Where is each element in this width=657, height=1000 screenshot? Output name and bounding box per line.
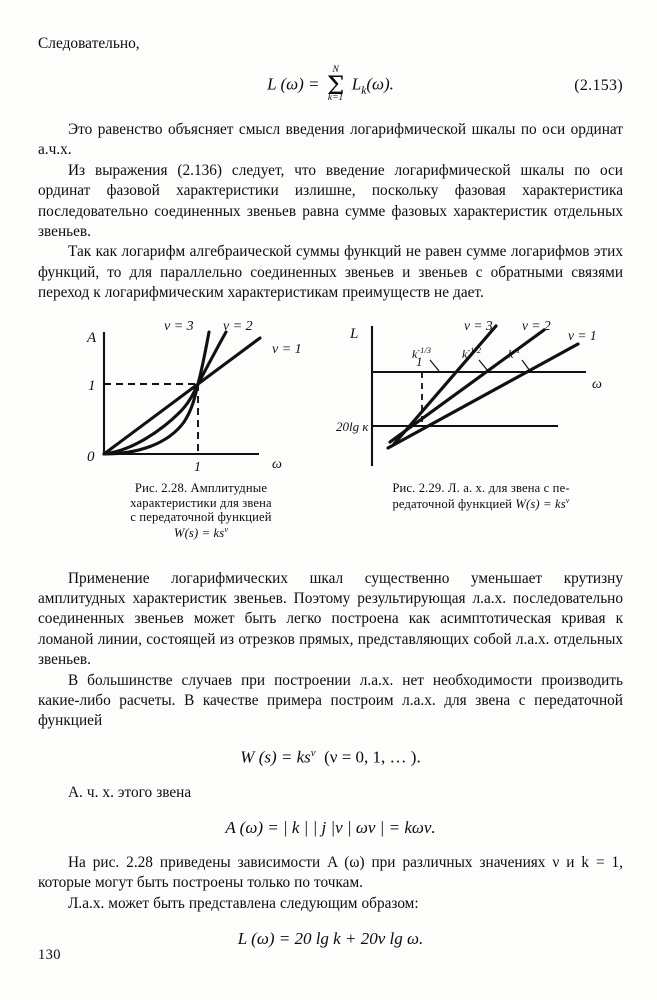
paragraph-6: А. ч. х. этого звена	[68, 783, 192, 801]
page-content: Следовательно, L (ω) = N Σ k=1 Lk(ω). (2…	[38, 34, 623, 949]
fig229-label-nu-3: ν = 3	[464, 318, 493, 333]
fig229-caption-line-2-text: редаточной функцией	[392, 496, 516, 511]
equation-rhs-tail: (ω).	[366, 75, 394, 95]
equation-rhs-base: L	[351, 75, 362, 95]
fig229-pointer-k-1-2	[478, 359, 489, 372]
fig229-label-nu-1: ν = 1	[568, 328, 597, 343]
fig228-curve-nu-2	[102, 330, 228, 456]
fig229-line-nu-1	[386, 342, 580, 450]
equation-amplitude-row: A (ω) = | k | | j |ν | ων | = kων.	[38, 818, 623, 838]
figure-2-29: L ω 20lg к 1 ν = 3 ν = 2 ν = 1 k-1/3 k-1…	[336, 318, 626, 512]
fig228-y-axis-label: A	[86, 330, 97, 346]
fig228-caption-line-1: Рис. 2.28. Амплитудные	[134, 480, 268, 495]
paragraph-7: На рис. 2.28 приведены зависимости A (ω)…	[38, 853, 623, 892]
fig228-x-tick-label: 1	[194, 460, 201, 475]
fig229-line-nu-2	[388, 328, 546, 444]
fig228-x-axis-label: ω	[272, 457, 282, 472]
fig229-caption-line-2: редаточной функцией W(s) = ksν	[336, 496, 626, 512]
equation-rhs-subscript: k	[361, 84, 367, 98]
fig229-caption-line-1: Рис. 2.29. Л. а. х. для звена с пе-	[392, 480, 570, 495]
equation-transfer-function: W (s) = ksν (ν = 0, 1, … ).	[240, 747, 420, 768]
fig229-x-tick-label: 1	[416, 354, 423, 369]
fig229-k-exp-1: -1/3	[417, 345, 431, 355]
equation-ws-text-b: (ν = 0, 1, … ).	[324, 747, 421, 767]
equation-2-153: L (ω) = N Σ k=1 Lk(ω).	[267, 66, 394, 105]
fig229-pointer-k-1	[521, 359, 531, 371]
paragraph-3: Так как логарифм алгебраической суммы фу…	[38, 243, 623, 302]
sum-upper-limit: N	[332, 65, 339, 76]
fig229-level-label: 20lg к	[336, 419, 369, 434]
sum-lower-limit: k=1	[327, 93, 344, 104]
fig229-k-base-2: k	[462, 347, 468, 361]
fig228-curve-nu-3	[102, 330, 211, 456]
fig228-caption-formula: W(s) = ks	[173, 526, 225, 541]
fig228-caption-line-3: с передаточной функцией	[130, 510, 272, 525]
equation-amplitude: A (ω) = | k | | j |ν | ων | = kων.	[225, 817, 436, 837]
paragraph-4: Применение логарифмических шкал существе…	[38, 569, 623, 669]
fig228-label-nu-1: ν = 1	[272, 342, 302, 357]
paragraph-8: Л.а.х. может быть представлена следующим…	[68, 894, 419, 912]
fig229-crossing-label-k-1-2: k-1/2	[462, 345, 482, 361]
fig228-caption-line-4: W(s) = ksν	[76, 525, 326, 541]
fig229-line-nu-3	[392, 324, 498, 446]
fig228-label-nu-3: ν = 3	[164, 319, 194, 334]
paragraph-2: Из выражения (2.136) следует, что введен…	[38, 161, 623, 241]
summation-symbol-stack: N Σ k=1	[327, 66, 345, 104]
equation-ws-row: W (s) = ksν (ν = 0, 1, … ).	[38, 747, 623, 768]
fig229-caption-formula-exp: ν	[565, 495, 570, 505]
fig229-k-exp-3: -1	[513, 345, 520, 355]
equation-lax-row: L (ω) = 20 lg k + 20ν lg ω.	[38, 929, 623, 949]
figure-2-28: A ω 0 1 1 ν = 3 ν = 2 ν = 1 Рис. 2.28. А…	[76, 318, 326, 542]
fig229-caption-formula: W(s) = ks	[515, 496, 566, 511]
figures-block: A ω 0 1 1 ν = 3 ν = 2 ν = 1 Рис. 2.28. А…	[38, 318, 623, 548]
lead-text: Следовательно,	[38, 35, 140, 52]
equation-ws-text-a: W (s) = ks	[240, 747, 311, 767]
fig228-origin-label: 0	[87, 449, 95, 465]
figure-2-28-plot: A ω 0 1 1 ν = 3 ν = 2 ν = 1	[86, 319, 302, 475]
fig229-label-nu-2: ν = 2	[522, 318, 551, 333]
page-number: 130	[38, 947, 61, 963]
paragraph-1: Это равенство объясняет смысл введения л…	[38, 120, 623, 159]
fig229-x-axis-label: ω	[592, 377, 602, 392]
fig229-crossing-label-k-1: k-1	[508, 345, 520, 361]
fig228-y-tick-label: 1	[88, 378, 96, 394]
equation-2-153-row: L (ω) = N Σ k=1 Lk(ω). (2.153)	[38, 66, 623, 105]
equation-ws-exponent: ν	[310, 746, 316, 759]
equation-lhs: L (ω) =	[267, 75, 320, 95]
figure-2-29-plot: L ω 20lg к 1 ν = 3 ν = 2 ν = 1 k-1/3 k-1…	[336, 318, 602, 466]
fig228-caption-formula-exp: ν	[224, 525, 229, 535]
fig229-k-base-3: k	[508, 347, 514, 361]
fig229-k-base-1: k	[412, 347, 418, 361]
figure-2-29-caption: Рис. 2.29. Л. а. х. для звена с пе- реда…	[336, 481, 626, 512]
fig228-label-nu-2: ν = 2	[223, 319, 253, 334]
equation-lax: L (ω) = 20 lg k + 20ν lg ω.	[237, 929, 424, 949]
fig228-curve-nu-1	[102, 336, 262, 456]
fig228-caption-line-2: характеристики для звена	[130, 495, 272, 510]
paragraph-5: В большинстве случаев при построении л.а…	[38, 671, 623, 730]
fig229-y-axis-label: L	[349, 326, 358, 342]
equation-number-2-153: (2.153)	[574, 77, 623, 95]
figure-2-28-caption: Рис. 2.28. Амплитудные характеристики дл…	[76, 481, 326, 542]
fig229-pointer-k-1-3	[429, 359, 440, 372]
sigma-glyph: Σ	[326, 70, 345, 100]
fig229-crossing-label-k-1-3: k-1/3	[412, 345, 431, 361]
fig229-k-exp-2: -1/2	[467, 345, 481, 355]
